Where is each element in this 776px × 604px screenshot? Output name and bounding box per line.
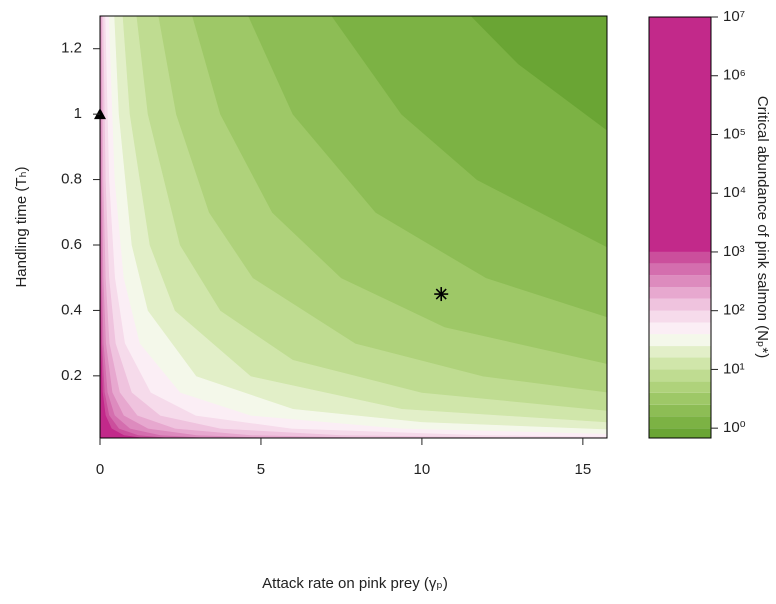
colorbar-band (649, 310, 711, 323)
contour-line (100, 15, 221, 439)
colorbar-tick-label: 10³ (723, 243, 745, 260)
colorbar-band (649, 404, 711, 417)
y-tick-label: 0.6 (61, 236, 82, 253)
colorbar-tick-label: 10² (723, 302, 745, 319)
colorbar-band (649, 346, 711, 358)
y-tick-label: 1 (74, 105, 82, 122)
contour-line (101, 15, 403, 439)
contour-line (105, 15, 608, 437)
asterisk-stroke (435, 288, 447, 300)
colorbar-band (649, 17, 711, 252)
colorbar-tick-label: 10⁴ (723, 184, 746, 201)
x-axis-title: Attack rate on pink prey (γₚ) (262, 575, 448, 592)
colorbar-band (649, 251, 711, 264)
plot-frame (99, 15, 608, 439)
colorbar-band (649, 369, 711, 382)
contour-line (471, 15, 608, 131)
colorbar-band (649, 287, 711, 299)
colorbar-band (649, 428, 711, 438)
colorbar-band (649, 298, 711, 311)
contour-line (248, 15, 608, 318)
contour-line (136, 15, 608, 411)
contour-line (331, 15, 608, 248)
marker-asterisk (434, 287, 449, 302)
colorbar-tick-label: 10¹ (723, 360, 745, 377)
y-tick-label: 0.2 (61, 367, 82, 384)
colorbar-band (649, 334, 711, 347)
y-tick-label: 0.8 (61, 171, 82, 188)
colorbar-band (649, 416, 711, 429)
y-tick-label: 0.4 (61, 301, 82, 318)
colorbar-tick-label: 10⁵ (723, 125, 746, 142)
colorbar-band (649, 392, 711, 405)
colorbar-tick-label: 10⁶ (723, 67, 746, 84)
colorbar-band (649, 381, 711, 393)
contour-line (108, 15, 608, 434)
x-tick-label: 5 (257, 461, 265, 478)
x-tick-label: 10 (414, 461, 431, 478)
contour-line (100, 15, 294, 439)
colorbar-tick-label: 10⁷ (723, 8, 745, 25)
y-axis-title: Handling time (Tₕ) (13, 166, 30, 287)
colorbar-frame (648, 16, 712, 439)
contour-line (114, 15, 608, 430)
colorbar-band (649, 275, 711, 288)
colorbar-band (649, 322, 711, 335)
colorbar-band (649, 357, 711, 370)
colorbar-tick-label: 10⁰ (723, 419, 746, 436)
contour-line (103, 15, 583, 439)
contour-line (192, 15, 608, 364)
y-tick-label: 1.2 (61, 40, 82, 57)
x-tick-label: 0 (96, 461, 104, 478)
contour-line (122, 15, 608, 423)
x-tick-label: 15 (575, 461, 592, 478)
contour-line (158, 15, 608, 393)
contour-line (100, 15, 177, 439)
colorbar-band (649, 263, 711, 276)
plot-area (99, 15, 608, 439)
colorbar-title: Critical abundance of pink salmon (Nₚ*) (754, 96, 771, 358)
